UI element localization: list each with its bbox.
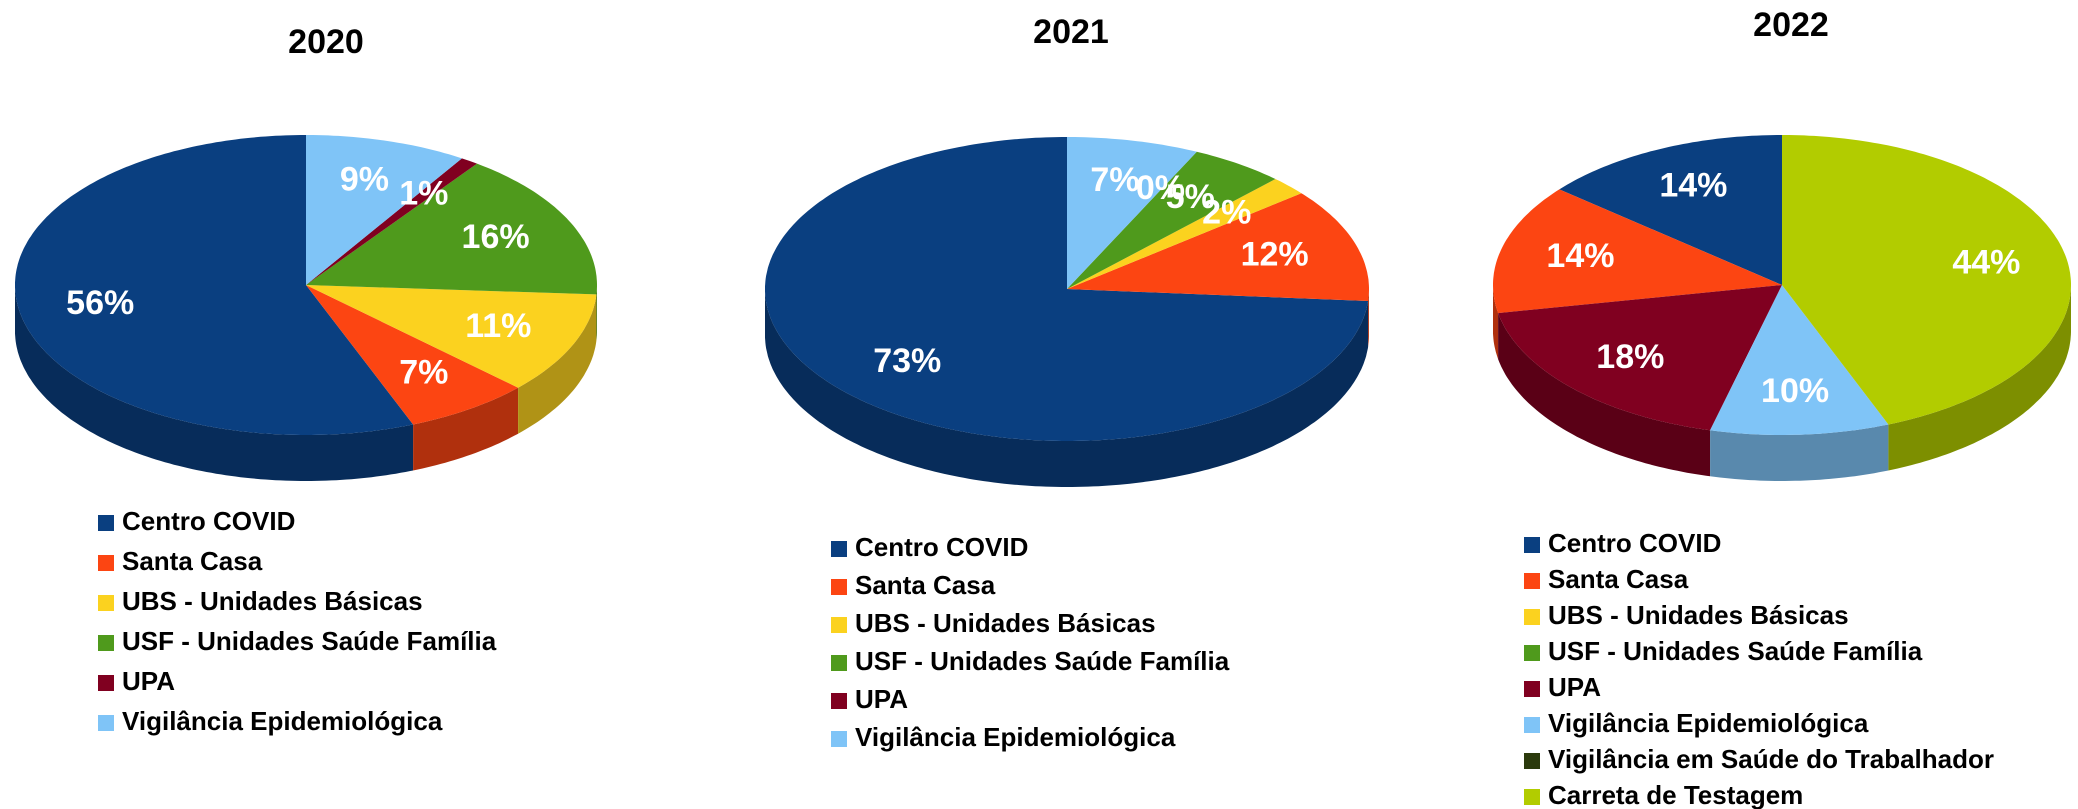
data-label: 14% [1546,237,1614,275]
pie-slice [1493,189,1782,314]
pie-slice [1498,285,1782,431]
pie-slice [306,163,597,295]
legend-label: USF - Unidades Saúde Família [122,626,497,656]
data-label: 14% [1659,166,1727,204]
data-label: 7% [399,353,448,391]
pie-slice [1067,137,1197,289]
legend-label: Vigilância Epidemiológica [1548,708,1869,738]
legend-swatch [98,515,114,531]
data-label: 1% [399,175,448,213]
pie-slice [306,158,477,285]
legend-label: Vigilância Epidemiológica [855,722,1176,752]
legend-label: Santa Casa [1548,564,1689,594]
data-label: 11% [465,307,531,345]
data-label: 5% [1166,178,1215,216]
legend-label: Santa Casa [855,570,996,600]
data-label: 10% [1761,372,1829,410]
legend-swatch [1524,753,1540,769]
pie-slice [306,285,597,388]
legend-label: USF - Unidades Saúde Família [855,646,1230,676]
legend-label: USF - Unidades Saúde Família [1548,636,1923,666]
legend-swatch [831,541,847,557]
chart-title: 2022 [1753,6,1829,44]
data-label: 9% [340,160,389,198]
data-label: 7% [1090,161,1139,199]
data-label: 18% [1596,338,1664,376]
legend-swatch [1524,573,1540,589]
pie-side [1498,313,1711,477]
pie-side [1888,285,2071,471]
legend-swatch [831,655,847,671]
pie-slice [306,135,462,285]
legend-swatch [831,693,847,709]
legend-swatch [98,715,114,731]
pie-slice [1710,285,1889,435]
legend-label: UPA [855,684,908,714]
pie-slice [15,135,414,435]
data-label: 44% [1952,244,2020,282]
pie-side [596,285,597,341]
legend-label: Centro COVID [855,532,1028,562]
chart-title: 2020 [288,23,364,61]
pie-slice [1067,151,1276,289]
legend-swatch [831,617,847,633]
pie-side [518,294,597,434]
pie-slice [1067,179,1302,289]
pie-slice [306,285,519,425]
legend-swatch [1524,789,1540,805]
chart-title: 2021 [1033,13,1109,51]
legend-swatch [1524,681,1540,697]
legend-label: Carreta de Testagem [1548,780,1803,809]
legend-swatch [831,579,847,595]
pie-slice [1067,193,1369,301]
legend-swatch [98,555,114,571]
legend-label: Centro COVID [1548,528,1721,558]
pie-slice [1782,135,2071,425]
pie-side [15,285,414,481]
pie-side [1493,285,1499,360]
data-label: 56% [66,284,134,322]
pie-slice [1559,135,1782,285]
data-label: 16% [462,218,530,256]
data-label: 2% [1202,194,1251,232]
legend-label: UBS - Unidades Básicas [1548,600,1849,630]
legend-label: Vigilância Epidemiológica [122,706,443,736]
legend-label: Vigilância em Saúde do Trabalhador [1548,744,1994,774]
legend-label: UBS - Unidades Básicas [855,608,1156,638]
pie-side [413,387,519,471]
legend-label: Centro COVID [122,506,295,536]
legend-swatch [1524,645,1540,661]
legend-swatch [1524,537,1540,553]
legend-swatch [831,731,847,747]
data-label: 0% [1136,169,1185,207]
pie-side [1368,289,1369,347]
legend-swatch [98,635,114,651]
legend-swatch [98,675,114,691]
pie-side [765,289,1369,487]
legend-label: UPA [1548,672,1601,702]
data-label: 12% [1241,235,1309,273]
legend-label: Santa Casa [122,546,263,576]
pie-side [1710,424,1889,481]
legend-swatch [1524,717,1540,733]
pie-slice [765,137,1369,441]
legend-label: UPA [122,666,175,696]
data-label: 73% [873,342,941,380]
legend-swatch [1524,609,1540,625]
legend-label: UBS - Unidades Básicas [122,586,423,616]
legend-swatch [98,595,114,611]
